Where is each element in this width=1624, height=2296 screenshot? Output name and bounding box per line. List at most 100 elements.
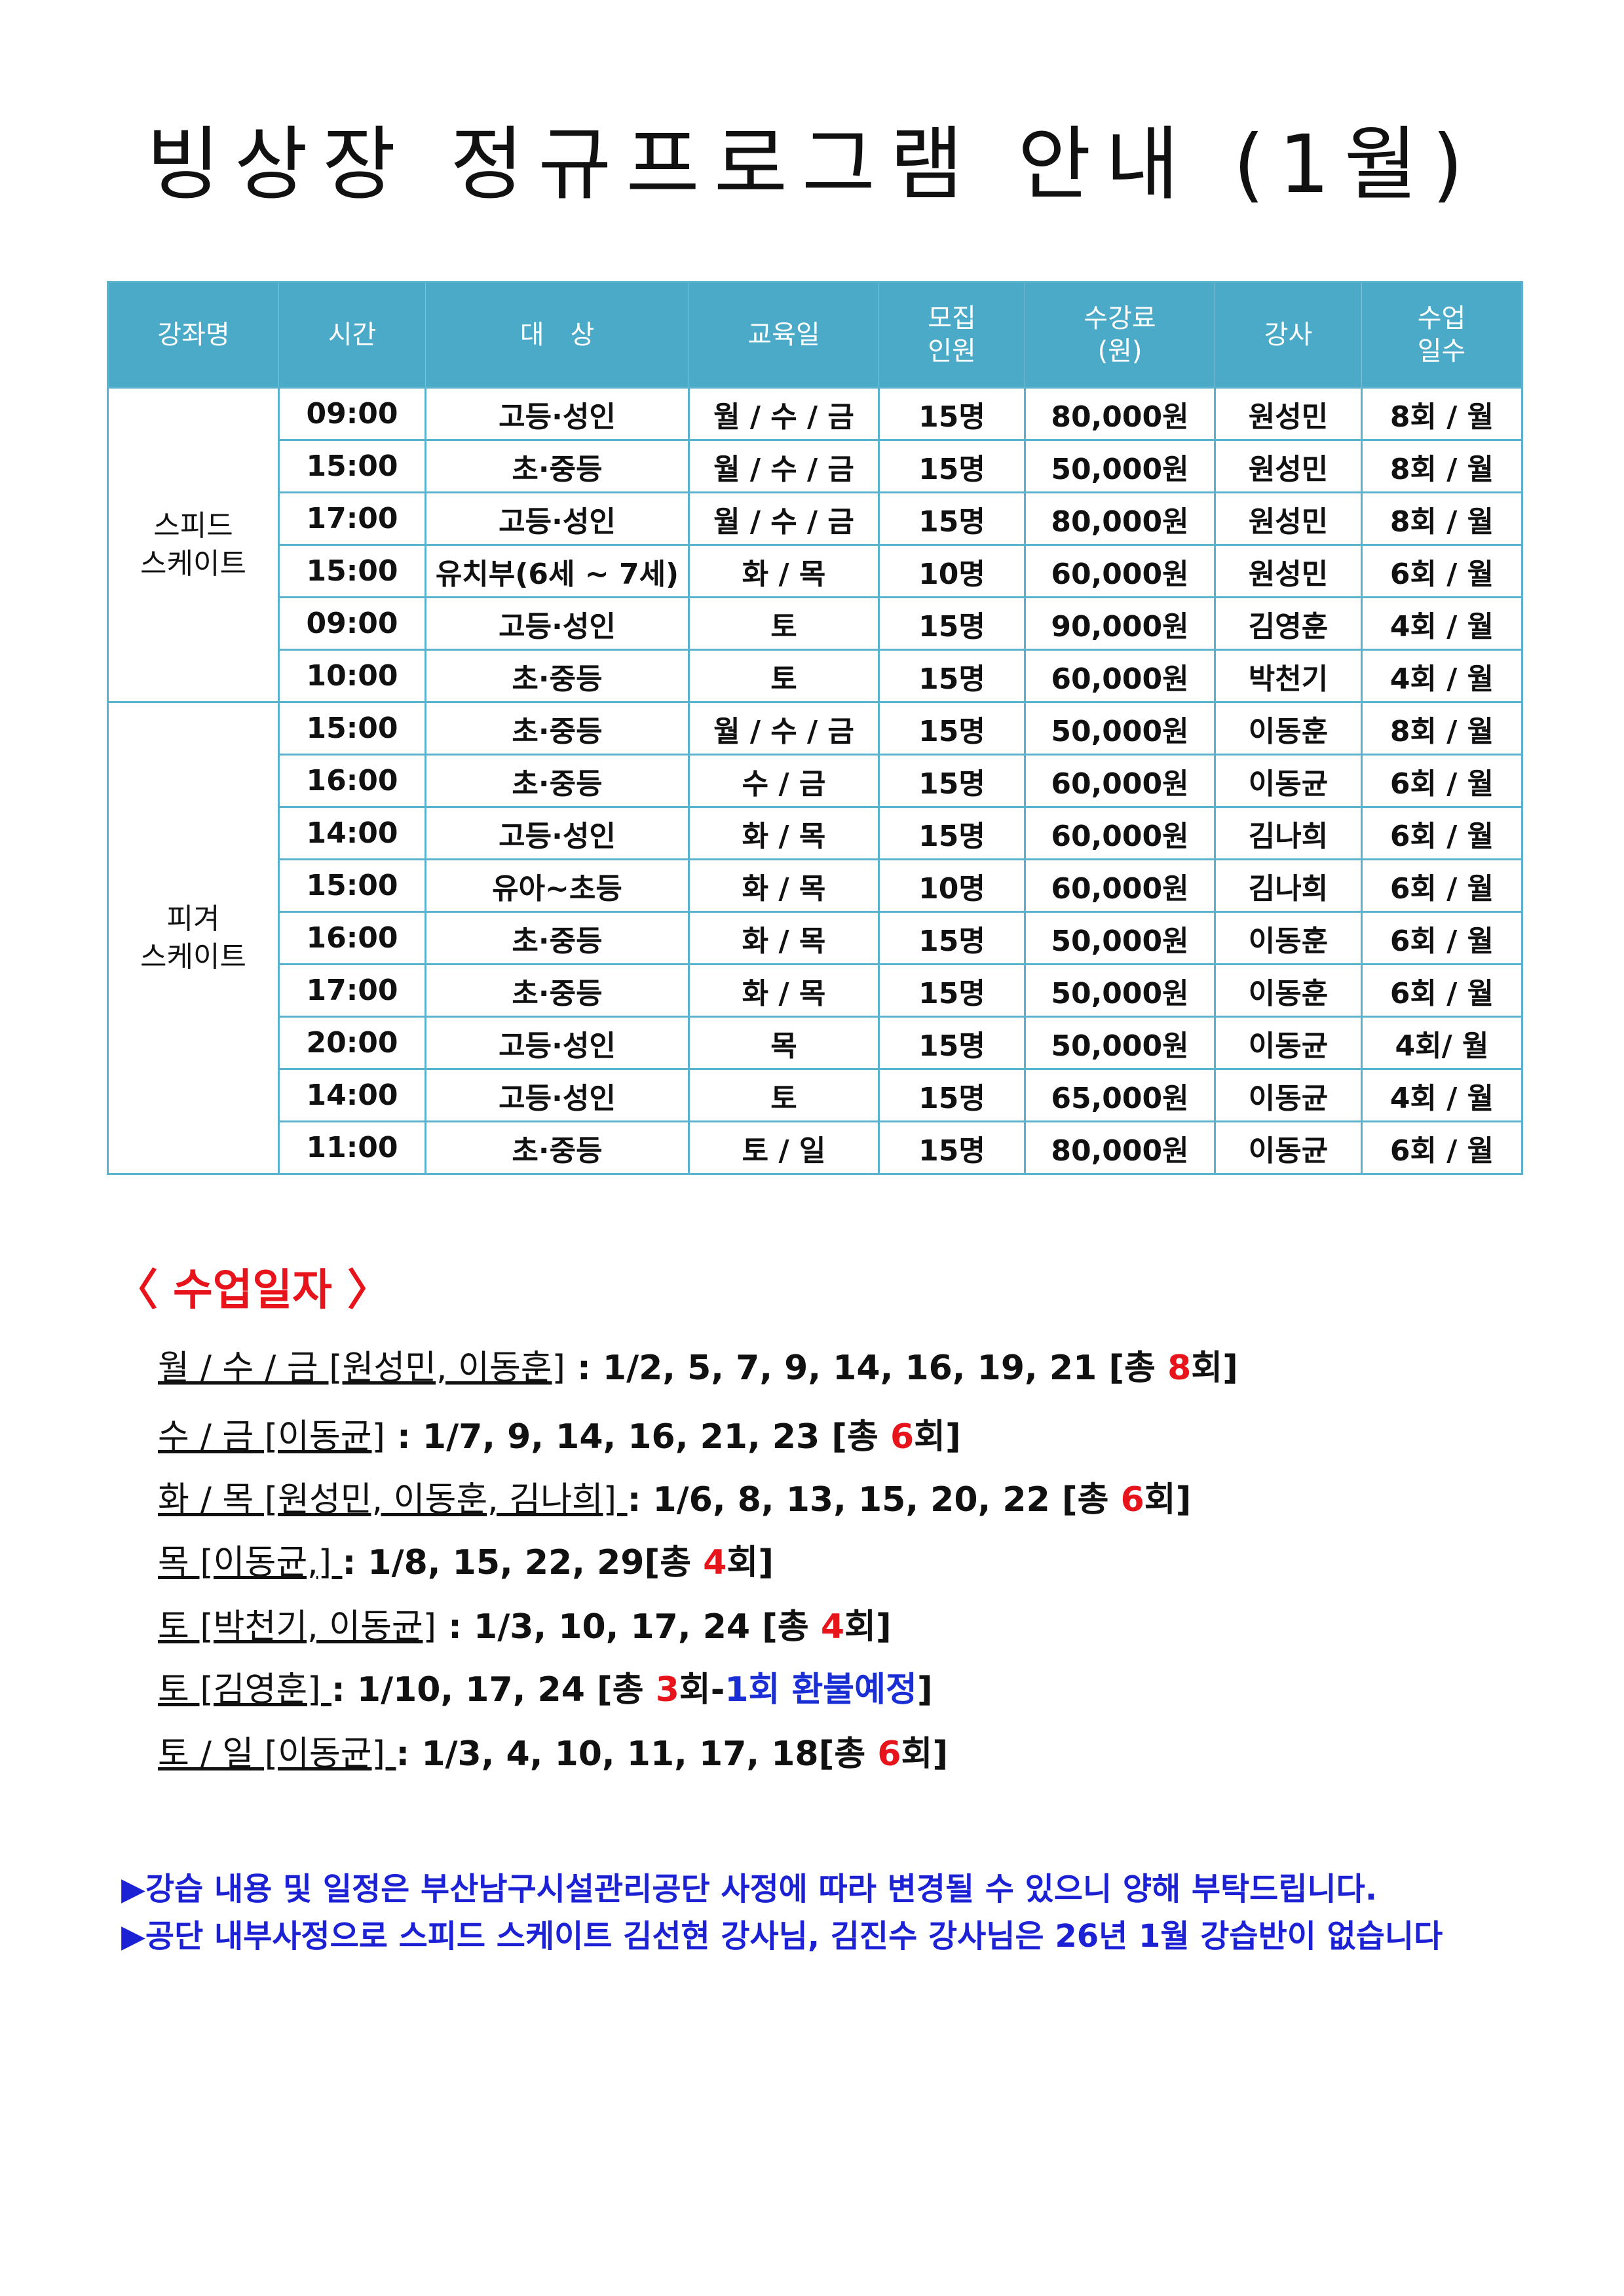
cell: 원성민 [1214,387,1363,441]
cell: 4회 / 월 [1361,596,1523,651]
cell: 15명 [878,1068,1026,1122]
cell: 15:00 [278,701,426,756]
schedule-label: 토 / 일 [이동균] [158,1734,396,1774]
title: 빙상장 정규프로그램 안내 (1월) [146,118,1478,211]
cell-line: 시간 [328,320,377,350]
schedule-suffix: 회] [844,1607,892,1647]
cell: 6회 / 월 [1361,911,1523,965]
cell: 15명 [878,754,1026,808]
cell: 목 [688,1016,880,1070]
cell: 8회 / 월 [1361,387,1523,441]
schedule-line: 목 [이동균,] : 1/8, 15, 22, 29[총 4회] [158,1535,774,1584]
cell: 15명 [878,701,1026,756]
schedule-close: ] [916,1670,933,1710]
cell: 6회 / 월 [1361,963,1523,1018]
schedule-dates: : 1/7, 9, 14, 16, 21, 23 [총 [385,1417,890,1457]
cell: 15명 [878,596,1026,651]
cell-line: 수강료 [1084,303,1156,334]
cell: 월 / 수 / 금 [688,387,880,441]
cell: 15명 [878,491,1026,546]
schedule-label: 토 [박천기, 이동균] [158,1607,437,1647]
schedule-suffix: 회- [679,1670,725,1710]
cell: 토 [688,1068,880,1122]
cell: 20:00 [278,1016,426,1070]
header-cell: 강사 [1215,282,1362,388]
cell: 10:00 [278,649,426,703]
cell: 65,000원 [1024,1068,1216,1122]
cell: 원성민 [1214,544,1363,598]
header-cell: 강좌명 [107,282,279,388]
cell: 초·중등 [425,911,690,965]
table-row: 15:00 유치부(6세 ~ 7세) 화 / 목 10명 60,000원 원성민 6회 / … [108,544,1523,598]
header-row: 강좌명 시간 대 상 교육일 모집 인원 수강료 (원) 강사 수업 일수 [107,282,1522,388]
cell: 이동훈 [1214,963,1363,1018]
note: ▶강습 내용 및 일정은 부산남구시설관리공단 사정에 따라 변경될 수 있으니… [121,1871,1378,1907]
cell: 화 / 목 [688,963,880,1018]
cell: 수 / 금 [688,754,880,808]
cell: 고등·성인 [425,491,690,546]
schedule-line: 월 / 수 / 금 [원성민, 이동훈] : 1/2, 5, 7, 9, 14,… [158,1340,1238,1389]
cell: 50,000원 [1024,1016,1216,1070]
schedule-count: 8 [1167,1349,1192,1388]
cell: 이동균 [1214,1120,1363,1175]
header-cell: 모집 인원 [878,282,1025,388]
cell: 4회/ 월 [1361,1016,1523,1070]
cell: 50,000원 [1024,439,1216,493]
schedule-count: 4 [820,1607,845,1647]
cell: 8회 / 월 [1361,701,1523,756]
table-row: 09:00 고등·성인 토 15명 90,000원 김영훈 4회 / 월 [108,596,1523,651]
cell: 이동훈 [1214,911,1363,965]
cell: 15명 [878,1120,1026,1175]
cell: 화 / 목 [688,544,880,598]
cell: 15:00 [278,858,426,913]
cell: 15명 [878,911,1026,965]
cell-line: 모집 [928,303,976,334]
cell: 초·중등 [425,1120,690,1175]
cell: 6회 / 월 [1361,544,1523,598]
cell: 50,000원 [1024,963,1216,1018]
cell: 토 [688,596,880,651]
schedule-count: 3 [655,1670,679,1710]
schedule-line: 토 / 일 [이동균] : 1/3, 4, 10, 11, 17, 18[총 6… [158,1726,948,1775]
cell: 14:00 [278,806,426,860]
cell: 화 / 목 [688,806,880,860]
cell: 토 / 일 [688,1120,880,1175]
table-body: 스피드 스케이트 09:00 고등·성인 월 / 수 / 금 15명 80,000원 원성민 8… [107,387,1523,1175]
cell: 15:00 [278,544,426,598]
cell-line: 강사 [1264,320,1313,350]
table-row: 17:00 고등·성인 월 / 수 / 금 15명 80,000원 원성민 8회 / 월 [108,491,1523,546]
cell: 15명 [878,963,1026,1018]
cell: 이동훈 [1214,701,1363,756]
schedule-dates: : 1/2, 5, 7, 9, 14, 16, 19, 21 [총 [565,1349,1168,1388]
cell: 김나희 [1214,858,1363,913]
schedule-label: 목 [이동균,] [158,1543,343,1582]
schedule-dates: : 1/8, 15, 22, 29[총 [342,1543,704,1582]
cell: 11:00 [278,1120,426,1175]
cell: 고등·성인 [425,387,690,441]
notes: ▶강습 내용 및 일정은 부산남구시설관리공단 사정에 따라 변경될 수 있으니… [121,1867,1556,1962]
cell: 60,000원 [1024,858,1216,913]
cell: 17:00 [278,963,426,1018]
cell: 화 / 목 [688,858,880,913]
cell: 6회 / 월 [1361,1120,1523,1175]
cell: 8회 / 월 [1361,491,1523,546]
cell: 이동균 [1214,1068,1363,1122]
schedule-label: 수 / 금 [이동균] [158,1417,385,1457]
cell-line: (원) [1097,336,1142,366]
cell-line: 스케이트 [140,940,246,974]
cell-line: 수업 [1417,303,1466,334]
schedule-heading: 〈 수업일자 〉 [115,1265,390,1315]
cell-line: 인원 [928,336,976,366]
cell: 원성민 [1214,439,1363,493]
cell: 고등·성인 [425,1068,690,1122]
schedule-count: 6 [1120,1480,1144,1520]
table-row: 스피드 스케이트 09:00 고등·성인 월 / 수 / 금 15명 80,000원 원성민 8… [107,387,1523,703]
schedule-count: 6 [877,1734,901,1774]
cell: 80,000원 [1024,491,1216,546]
schedule-line: 토 [김영훈] : 1/10, 17, 24 [총 3회-1회 환불예정] [158,1662,933,1711]
schedule-label: 화 / 목 [원성민, 이동훈, 김나희] [158,1480,628,1520]
schedule-dates: : 1/10, 17, 24 [총 [331,1670,656,1710]
table-row: 16:00 초·중등 수 / 금 15명 60,000원 이동균 6회 / 월 [108,754,1523,808]
table-row: 20:00 고등·성인 목 15명 50,000원 이동균 4회/ 월 [108,1016,1523,1070]
